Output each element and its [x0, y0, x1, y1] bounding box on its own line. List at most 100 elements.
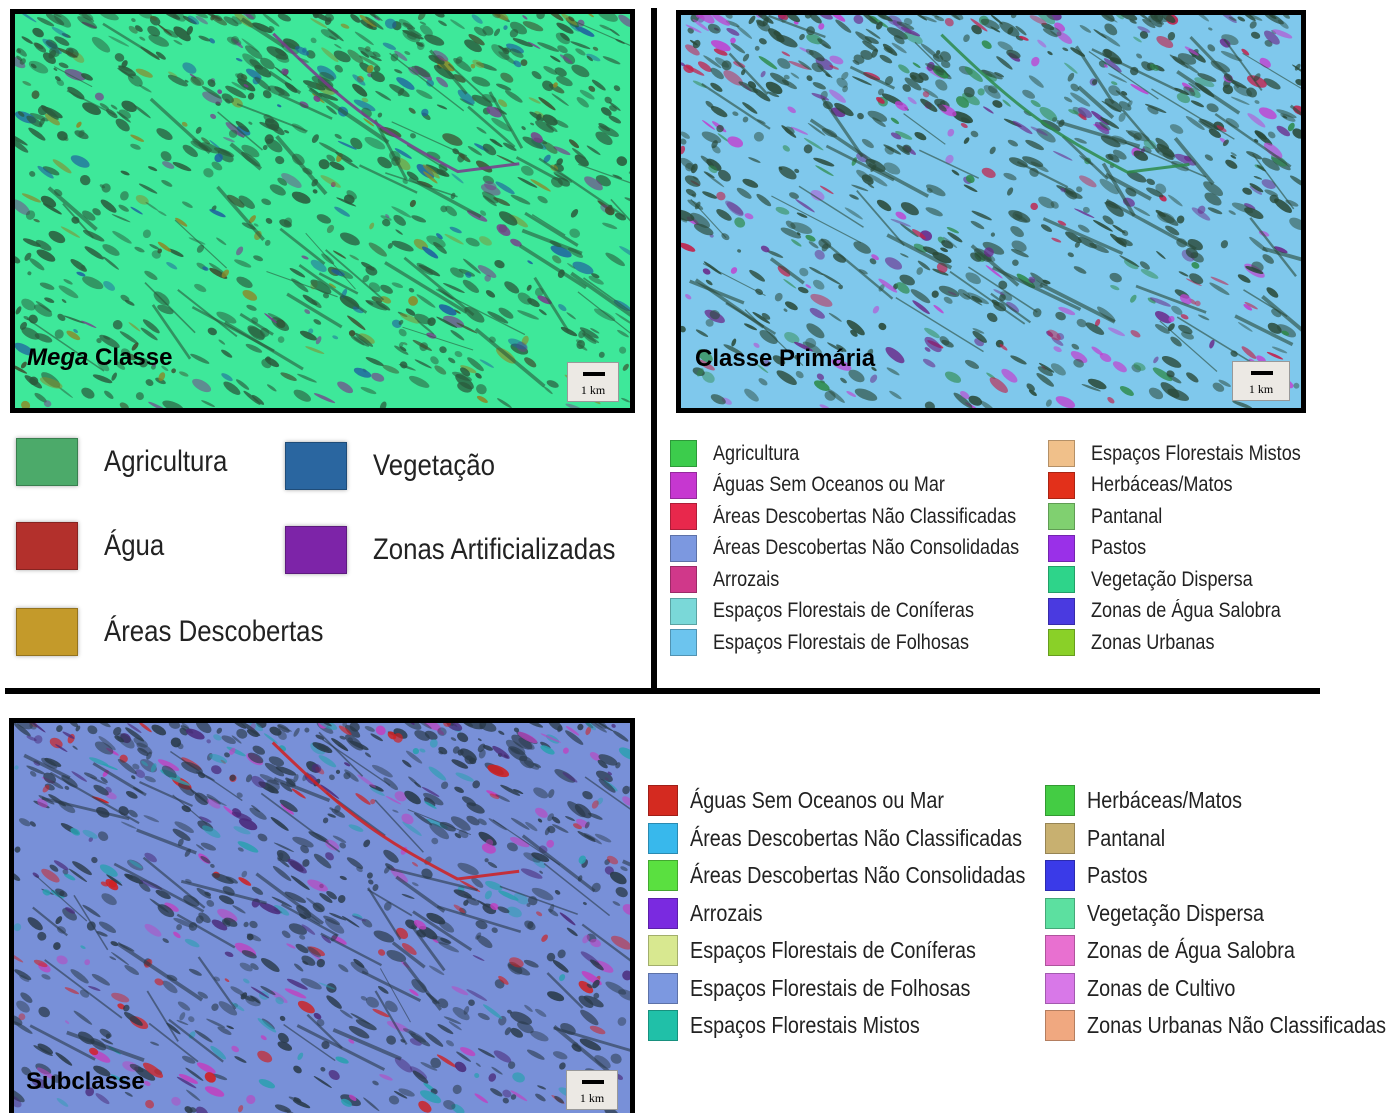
legend-label: Espaços Florestais de Folhosas — [690, 974, 971, 1001]
legend-item: Águas Sem Oceanos ou Mar — [670, 471, 983, 499]
legend-label: Áreas Descobertas Não Classificadas — [690, 824, 1023, 851]
legend-label: Áreas Descobertas Não Classificadas — [713, 504, 1017, 528]
legend-label: Herbáceas/Matos — [1091, 473, 1233, 496]
legend-item: Espaços Florestais de Folhosas — [670, 629, 1011, 656]
horizontal-divider — [5, 688, 1320, 694]
legend-item: Pantanal — [1045, 822, 1178, 854]
map-title-subclasse: Subclasse — [26, 1068, 145, 1095]
map-mega-classe: Mega Classe 1 km — [10, 9, 635, 413]
legend-item: Pantanal — [1048, 503, 1174, 530]
legend-swatch — [1048, 597, 1075, 625]
legend-item: Águas Sem Oceanos ou Mar — [648, 785, 985, 816]
legend-label: Arrozais — [713, 567, 780, 591]
legend-swatch — [670, 566, 697, 593]
legend-item-areas-descobertas: Áreas Descobertas — [16, 608, 359, 656]
legend-item: Espaços Florestais Mistos — [1048, 440, 1335, 467]
map-title-italic: Mega — [27, 344, 89, 371]
legend-item-agricultura: Agricultura — [16, 438, 247, 486]
legend-item: Agricultura — [670, 440, 813, 467]
scale-bar: 1 km — [566, 1070, 618, 1110]
vertical-divider — [651, 8, 657, 690]
legend-swatch — [285, 442, 347, 490]
legend-swatch — [670, 597, 697, 625]
legend-swatch — [648, 935, 678, 966]
legend-swatch — [648, 1010, 678, 1041]
legend-label: Águas Sem Oceanos ou Mar — [690, 787, 944, 813]
legend-item-zonas-artificializadas: Zonas Artificializadas — [285, 526, 655, 574]
legend-item: Áreas Descobertas Não Consolidadas — [670, 534, 1069, 562]
legend-label: Pastos — [1087, 862, 1148, 888]
legend-label: Zonas de Água Salobra — [1087, 937, 1295, 963]
legend-item: Arrozais — [670, 566, 790, 593]
legend-item: Zonas Urbanas Não Classificadas — [1045, 1010, 1393, 1041]
legend-label: Espaços Florestais de Coníferas — [713, 599, 974, 622]
map-title-text: Classe — [88, 344, 173, 371]
map-image-subclasse — [14, 723, 630, 1113]
legend-item: Áreas Descobertas Não Consolidadas — [648, 860, 1080, 891]
legend-swatch — [1045, 860, 1075, 891]
legend-label: Vegetação — [373, 449, 495, 482]
legend-label: Espaços Florestais Mistos — [1091, 441, 1301, 465]
legend-label: Espaços Florestais de Folhosas — [713, 630, 969, 654]
legend-label: Áreas Descobertas — [104, 615, 324, 648]
legend-item-agua: Água — [16, 522, 174, 570]
legend-swatch — [1045, 972, 1075, 1004]
legend-item: Vegetação Dispersa — [1045, 897, 1293, 929]
legend-item: Espaços Florestais de Folhosas — [648, 972, 1016, 1004]
legend-swatch — [648, 822, 678, 854]
legend-swatch — [1045, 822, 1075, 854]
legend-item: Espaços Florestais de Coníferas — [648, 935, 1022, 966]
map-title-classe-primaria: Classe Primária — [695, 345, 876, 372]
legend-swatch — [1048, 566, 1075, 593]
legend-swatch — [1045, 785, 1075, 816]
legend-label: Zonas Artificializadas — [373, 533, 616, 566]
legend-swatch — [670, 471, 697, 499]
legend-swatch — [285, 526, 347, 574]
legend-label: Pantanal — [1091, 504, 1163, 528]
legend-swatch — [648, 785, 678, 816]
legend-item: Zonas de Água Salobra — [1045, 935, 1329, 966]
legend-label: Agricultura — [104, 445, 228, 478]
legend-label: Zonas de Cultivo — [1087, 974, 1236, 1001]
map-classe-primaria: Classe Primária 1 km — [676, 10, 1306, 413]
legend-item: Pastos — [1048, 534, 1155, 562]
legend-label: Águas Sem Oceanos ou Mar — [713, 473, 945, 496]
legend-label: Zonas Urbanas Não Classificadas — [1087, 1012, 1387, 1038]
legend-swatch — [670, 503, 697, 530]
legend-swatch — [1048, 440, 1075, 467]
legend-swatch — [1048, 503, 1075, 530]
legend-label: Arrozais — [690, 899, 763, 926]
map-title-mega-classe: Mega Classe — [27, 344, 172, 372]
scale-bar: 1 km — [1232, 361, 1290, 401]
legend-item: Herbáceas/Matos — [1045, 785, 1267, 816]
legend-swatch — [648, 972, 678, 1004]
legend-label: Zonas de Água Salobra — [1091, 599, 1281, 622]
legend-item: Pastos — [1045, 860, 1157, 891]
legend-swatch — [648, 860, 678, 891]
legend-item: Zonas Urbanas — [1048, 629, 1235, 656]
legend-swatch — [1045, 935, 1075, 966]
legend-swatch — [16, 438, 78, 486]
legend-swatch — [16, 522, 78, 570]
map-image-classe-primaria — [681, 15, 1301, 408]
legend-swatch — [1045, 897, 1075, 929]
legend-item: Áreas Descobertas Não Classificadas — [670, 503, 1066, 530]
legend-swatch — [1048, 534, 1075, 562]
legend-label: Pantanal — [1087, 824, 1166, 851]
legend-label: Vegetação Dispersa — [1087, 899, 1265, 926]
legend-label: Agricultura — [713, 441, 800, 465]
legend-label: Áreas Descobertas Não Consolidadas — [690, 862, 1026, 888]
legend-item: Arrozais — [648, 897, 774, 929]
legend-item: Espaços Florestais Mistos — [648, 1010, 957, 1041]
legend-swatch — [1048, 471, 1075, 499]
legend-item: Espaços Florestais de Coníferas — [670, 597, 1016, 625]
legend-label: Pastos — [1091, 536, 1147, 559]
legend-label: Espaços Florestais Mistos — [690, 1012, 920, 1038]
legend-swatch — [670, 629, 697, 656]
legend-swatch — [670, 534, 697, 562]
legend-swatch — [16, 608, 78, 656]
legend-label: Espaços Florestais de Coníferas — [690, 937, 976, 963]
legend-label: Herbáceas/Matos — [1087, 787, 1243, 813]
scale-bar: 1 km — [567, 362, 619, 402]
legend-swatch — [1048, 629, 1075, 656]
